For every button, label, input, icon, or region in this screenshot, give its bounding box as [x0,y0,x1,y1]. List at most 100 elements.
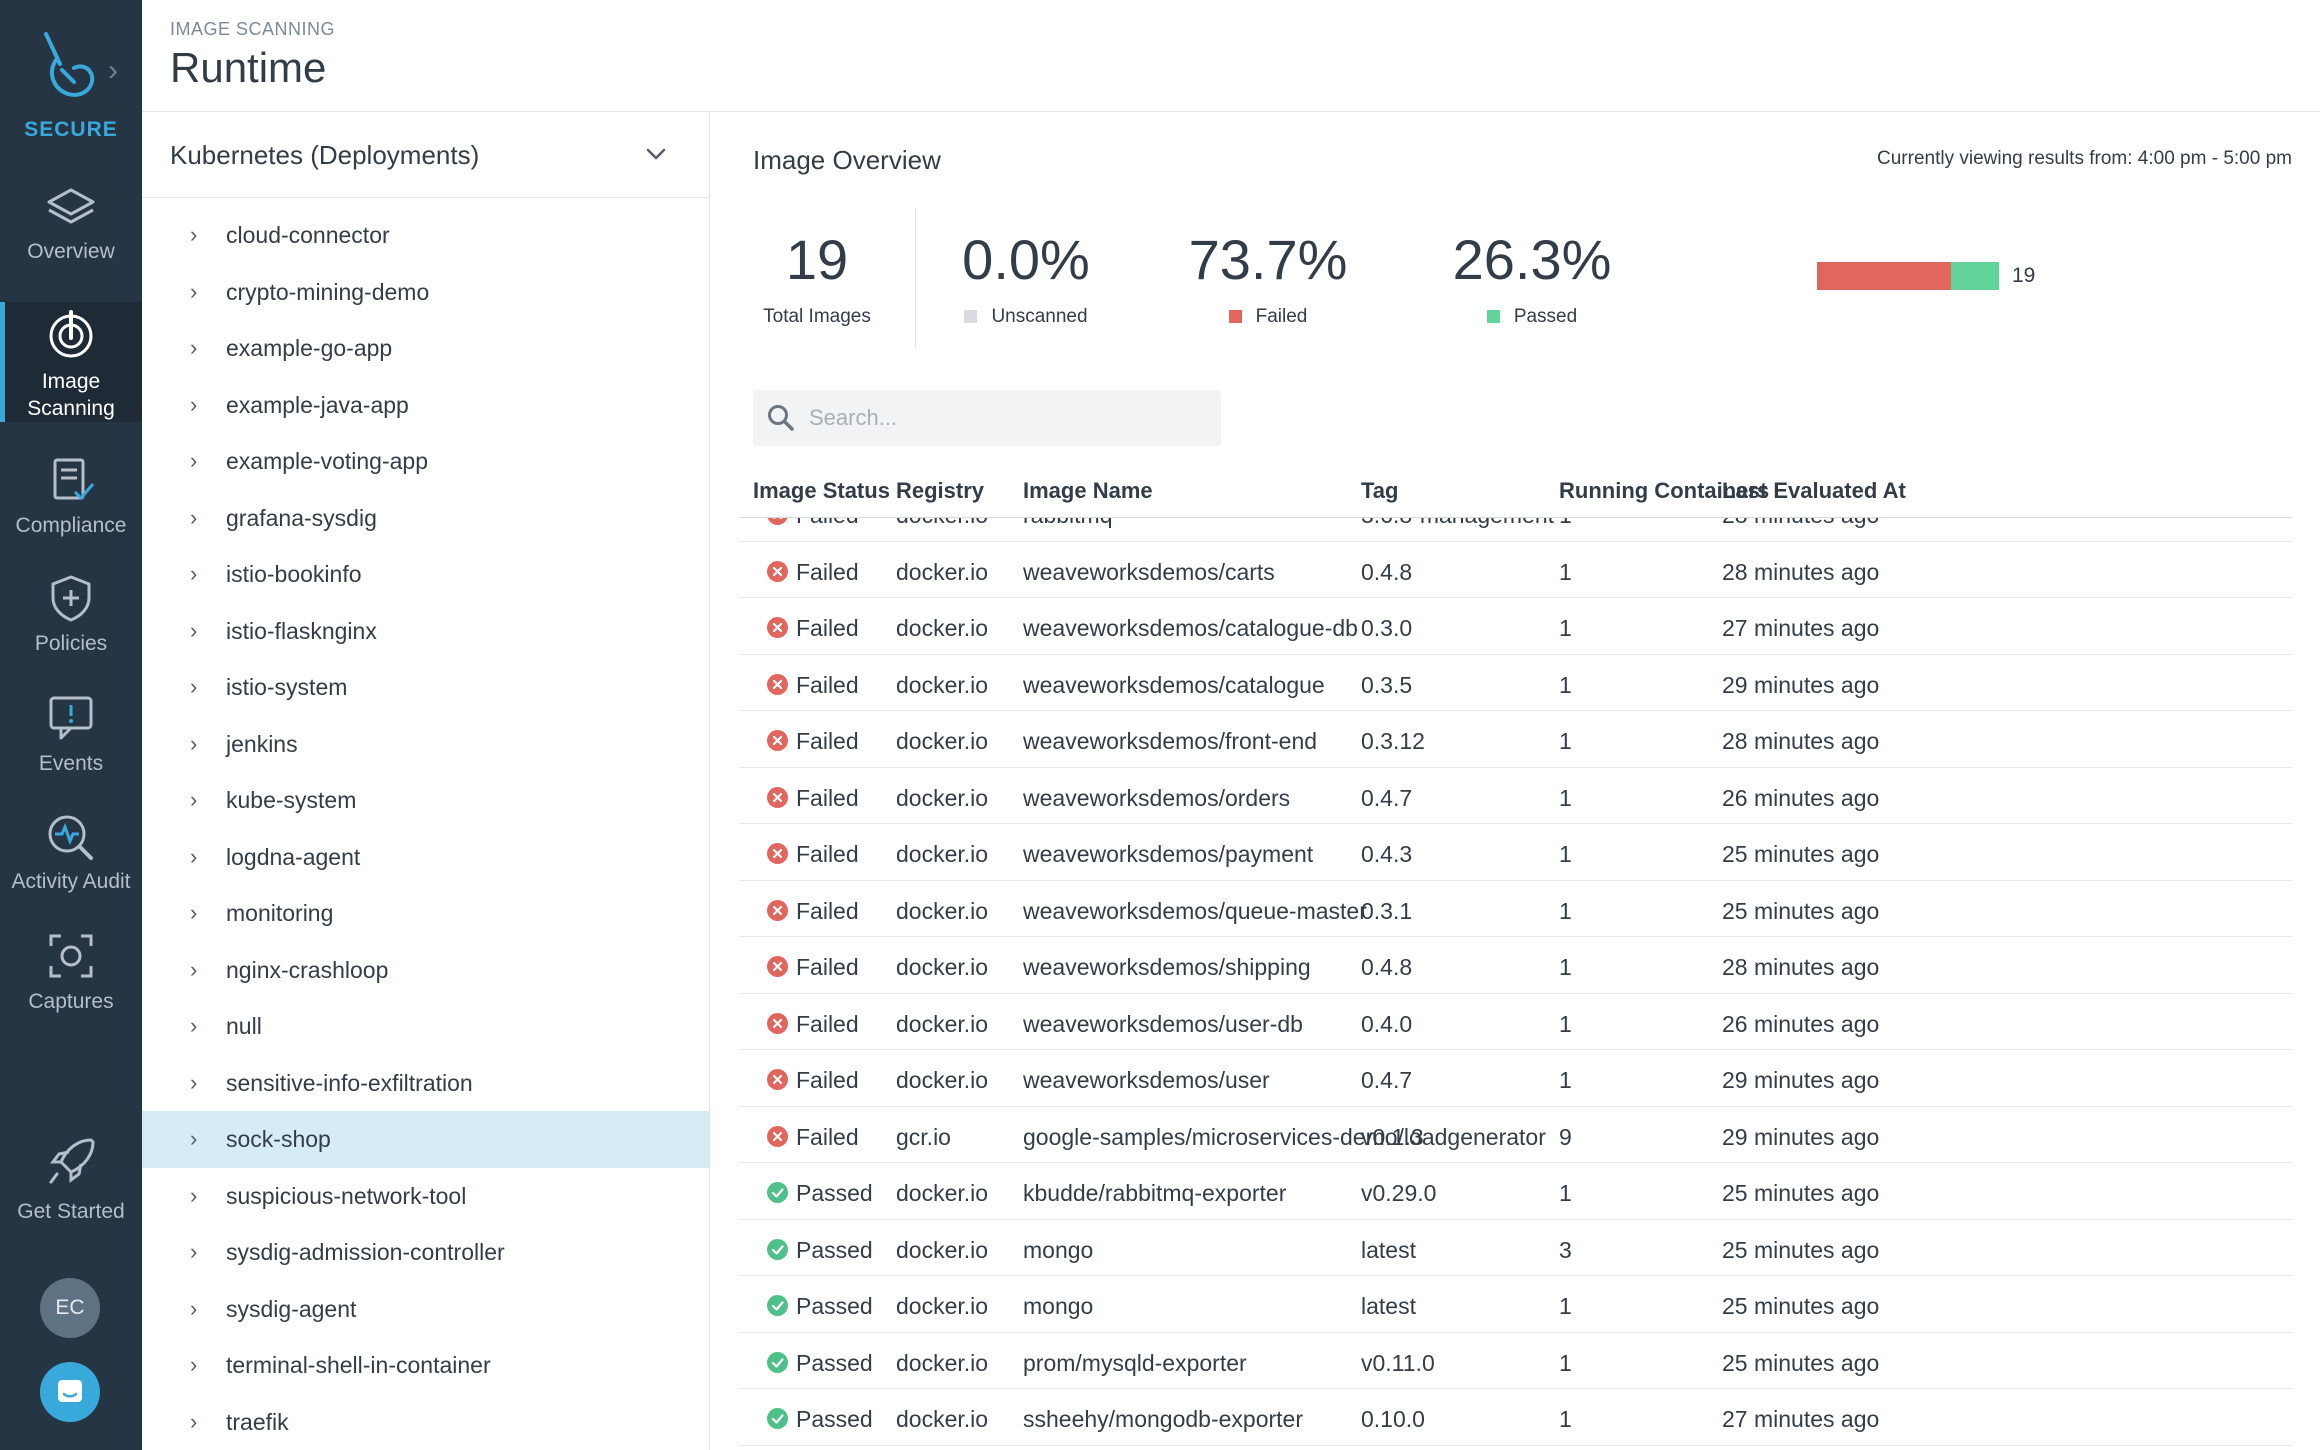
failed-x-icon [767,560,788,582]
deployment-item[interactable]: › suspicious-network-tool [142,1168,710,1225]
deployment-item[interactable]: › example-voting-app [142,433,710,490]
table-row[interactable]: Passed docker.io kbudde/rabbitmq-exporter v… [739,1163,2292,1220]
chevron-right-icon[interactable]: › [190,956,198,982]
cell-image-name: weaveworksdemos/user [1023,1067,1270,1093]
table-row[interactable]: Passed docker.io prom/mysqld-exporter v0.11… [739,1333,2292,1389]
deployment-item[interactable]: › cloud-connector [142,207,710,264]
deployment-item[interactable]: › istio-bookinfo [142,546,710,603]
chevron-right-icon[interactable]: › [190,391,198,417]
deployment-item[interactable]: › nginx-crashloop [142,942,710,999]
nav-item-activity-audit[interactable]: Activity Audit [0,812,142,902]
nav-item-compliance[interactable]: Compliance [0,456,142,546]
status-distribution-bar[interactable] [1817,262,1999,290]
deployment-item[interactable]: › kube-system [142,772,710,829]
deployment-item[interactable]: › crypto-mining-demo [142,264,710,321]
deployment-item[interactable]: › sensitive-info-exfiltration [142,1055,710,1112]
col-tag[interactable]: Tag [1361,478,1399,503]
deployment-item[interactable]: › null [142,998,710,1055]
table-row[interactable]: Failed docker.io weaveworksdemos/catalogue… [739,598,2292,655]
chevron-right-icon[interactable]: › [190,617,198,643]
table-row[interactable]: Failed docker.io rabbitmq 3.6.8-management 1… [739,518,2292,542]
nav-item-captures[interactable]: Captures [0,932,142,1022]
chevron-right-icon[interactable]: › [190,222,198,247]
image-table[interactable]: Failed docker.io rabbitmq 3.6.8-management 1… [739,518,2292,1450]
col-last-evaluated[interactable]: Last Evaluated At [1722,478,1906,503]
deployment-item[interactable]: › traefik [142,1394,710,1450]
chevron-right-icon[interactable]: › [190,900,198,925]
cell-tag: 0.4.8 [1361,954,1413,980]
deployment-item[interactable]: › istio-flasknginx [142,603,710,660]
chevron-right-icon[interactable]: › [190,278,198,304]
chat-button[interactable] [40,1362,100,1422]
table-row[interactable]: Passed docker.io mongo latest 1 25 minutes ag… [739,1276,2292,1333]
chevron-right-icon[interactable]: › [190,448,198,473]
chevron-right-icon[interactable]: › [190,1069,198,1095]
cell-tag: v0.29.0 [1361,1180,1437,1206]
chevron-right-icon[interactable]: › [190,504,198,530]
deployment-item[interactable]: › grafana-sysdig [142,490,710,547]
deployment-item[interactable]: › example-java-app [142,377,710,434]
nav-item-events[interactable]: Events [0,694,142,784]
clipboard-icon [53,458,95,501]
table-row[interactable]: Passed docker.io mongo latest 3 25 minutes ag… [739,1220,2292,1276]
chevron-right-icon[interactable]: › [190,674,198,699]
col-image-name[interactable]: Image Name [1023,478,1153,503]
chevron-right-icon[interactable]: › [190,1182,198,1208]
failed-x-icon [767,1125,788,1147]
alert-chat-icon [49,696,93,740]
chevron-right-icon[interactable]: › [190,335,198,360]
nav-item-overview[interactable]: Overview [0,186,142,276]
chevron-right-icon[interactable]: › [190,1352,198,1377]
search-box[interactable] [753,390,1221,446]
table-row[interactable]: Passed docker.io ssheehy/mongodb-exporter 0… [739,1389,2292,1446]
table-row[interactable]: Failed docker.io weaveworksdemos/shipping 0… [739,937,2292,994]
table-row[interactable]: Failed docker.io weaveworksdemos/payment 0.… [739,824,2292,881]
table-row[interactable]: Failed docker.io weaveworksdemos/queue-mas… [739,881,2292,937]
deployment-item[interactable]: › sysdig-agent [142,1281,710,1338]
cell-tag: 0.3.1 [1361,897,1413,924]
brand-logo[interactable]: › SECURE [0,0,142,150]
stat-total-value: 19 [785,228,849,291]
deployment-item[interactable]: › example-go-app [142,320,710,377]
chevron-right-icon[interactable]: › [190,1126,198,1151]
page-header: IMAGE SCANNING Runtime [142,0,2320,112]
failed-x-icon [767,899,788,921]
table-row[interactable]: Failed docker.io weaveworksdemos/catalogue… [739,655,2292,711]
chevron-right-icon[interactable]: › [190,1408,198,1434]
search-input[interactable] [809,390,1209,446]
nav-item-policies[interactable]: Policies [0,574,142,664]
chevron-right-icon[interactable]: › [190,561,198,586]
col-image-status[interactable]: Image Status [753,478,890,503]
scope-dropdown[interactable]: Kubernetes (Deployments) [142,112,710,198]
chevron-right-icon[interactable]: › [190,1295,198,1321]
chevron-right-icon[interactable]: › [190,1013,198,1038]
chevron-right-icon[interactable]: › [190,1239,198,1264]
table-row[interactable]: Failed docker.io weaveworksdemos/user-db 0.… [739,994,2292,1050]
nav-label-scanning: Scanning [27,397,115,420]
nav-item-image-scanning[interactable]: Image Scanning [0,302,142,422]
chevron-right-icon[interactable]: › [190,787,198,812]
deployment-item[interactable]: › logdna-agent [142,829,710,886]
table-row[interactable]: Failed docker.io weaveworksdemos/orders 0.4… [739,768,2292,824]
chat-icon [58,1380,82,1402]
chevron-right-icon[interactable]: › [190,730,198,756]
deployment-item[interactable]: › terminal-shell-in-container [142,1337,710,1394]
expand-chevron-icon[interactable]: › [108,54,118,87]
cell-image-name: weaveworksdemos/shipping [1023,954,1311,980]
table-row[interactable]: Failed docker.io weaveworksdemos/front-end… [739,711,2292,768]
cell-running-containers: 1 [1559,1406,1572,1432]
chevron-right-icon[interactable]: › [190,843,198,869]
table-row[interactable]: Failed gcr.io google-samples/microservices… [739,1107,2292,1163]
user-avatar[interactable]: EC [40,1278,100,1338]
deployment-item[interactable]: › jenkins [142,716,710,773]
deployment-item[interactable]: › sysdig-admission-controller [142,1224,710,1281]
deployment-item[interactable]: › sock-shop [142,1111,710,1168]
deployment-item[interactable]: › monitoring [142,885,710,942]
nav-item-get-started[interactable]: Get Started [0,1134,142,1234]
table-row[interactable]: Failed docker.io weaveworksdemos/user 0.4.7… [739,1050,2292,1107]
table-row[interactable]: Failed docker.io weaveworksdemos/carts 0.4.… [739,542,2292,598]
nav-label-events: Events [38,752,104,775]
deployment-item[interactable]: › istio-system [142,659,710,716]
col-running-containers[interactable]: Running Containers [1559,478,1770,503]
col-registry[interactable]: Registry [896,478,985,503]
